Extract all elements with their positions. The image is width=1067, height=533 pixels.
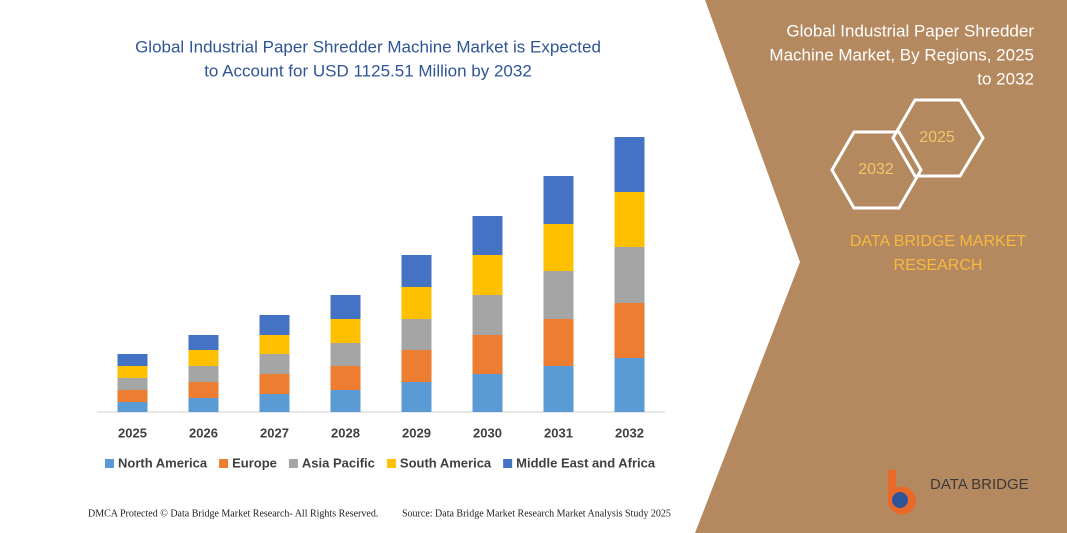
bar-segment	[614, 358, 645, 412]
side-title: Machine Market, By Regions, 2025	[769, 45, 1034, 64]
bar-segment	[259, 354, 290, 374]
bar-segment	[401, 255, 432, 287]
bar-segment	[117, 402, 148, 412]
bar-segment	[330, 319, 361, 343]
legend-swatch	[503, 459, 513, 468]
footer-right: Source: Data Bridge Market Research Mark…	[402, 508, 671, 519]
side-panel	[695, 0, 1067, 533]
legend-swatch	[105, 459, 114, 468]
chart-title: to Account for USD 1125.51 Million by 20…	[204, 61, 532, 80]
bar-segment	[259, 374, 290, 394]
bar-segment	[330, 366, 361, 390]
bar-segment	[188, 382, 219, 398]
bar-segment	[401, 350, 432, 382]
bar-segment	[117, 390, 148, 402]
x-tick-label: 2031	[544, 425, 573, 440]
bar-segment	[472, 335, 503, 374]
badge-label: 2025	[919, 129, 955, 146]
x-tick-label: 2028	[331, 425, 360, 440]
bar-segment	[117, 378, 148, 390]
legend-swatch	[219, 459, 229, 468]
x-tick-label: 2025	[118, 425, 147, 440]
x-tick-label: 2026	[189, 425, 218, 440]
chart-title: Global Industrial Paper Shredder Machine…	[135, 37, 601, 56]
bar-segment	[188, 350, 219, 366]
bar-segment	[472, 216, 503, 255]
bar-segment	[543, 319, 574, 366]
bar-segment	[188, 398, 219, 412]
bar-segment	[259, 335, 290, 354]
bar-segment	[543, 366, 574, 412]
legend-label: Europe	[232, 455, 277, 470]
bar-segment	[330, 390, 361, 412]
bar-segment	[543, 224, 574, 271]
legend-label: Asia Pacific	[302, 455, 375, 470]
bar-segment	[188, 366, 219, 382]
badges	[830, 98, 985, 210]
bar-segment	[472, 295, 503, 335]
logo-text: DATA BRIDGE	[930, 476, 1029, 493]
badge-label: 2032	[858, 161, 894, 178]
legend-label: South America	[400, 455, 492, 470]
x-tick-label: 2030	[473, 425, 502, 440]
bar-segment	[401, 287, 432, 319]
side-title: to 2032	[977, 69, 1034, 88]
bar-segment	[614, 192, 645, 247]
legend-swatch	[386, 459, 396, 468]
badge-hex	[891, 98, 985, 178]
side-title: Global Industrial Paper Shredder	[786, 21, 1034, 40]
bar-segment	[259, 315, 290, 335]
x-tick-label: 2029	[402, 425, 431, 440]
legend-swatch	[288, 459, 298, 468]
bar-segment	[117, 366, 148, 378]
bar-segment	[401, 382, 432, 412]
x-tick-label: 2032	[615, 425, 644, 440]
bar-segment	[472, 374, 503, 412]
bar-segment	[543, 271, 574, 319]
bar-segment	[401, 319, 432, 350]
footer-left: DMCA Protected © Data Bridge Market Rese…	[88, 508, 378, 519]
bar-segment	[188, 335, 219, 350]
x-tick-label: 2027	[260, 425, 289, 440]
bar-segment	[614, 247, 645, 303]
bar-segment	[259, 394, 290, 412]
badge-hex	[830, 130, 923, 210]
logo-icon	[887, 470, 916, 515]
bar-segment	[117, 354, 148, 366]
bar-segment	[472, 255, 503, 295]
brand-text: DATA BRIDGE MARKET	[850, 233, 1027, 250]
legend-label: North America	[118, 455, 208, 470]
bar-segment	[614, 137, 645, 192]
bar-segment	[614, 303, 645, 358]
bar-segment	[330, 343, 361, 366]
brand-text: RESEARCH	[894, 257, 983, 274]
bar-segment	[330, 295, 361, 319]
legend-label: Middle East and Africa	[516, 455, 656, 470]
bar-segment	[543, 176, 574, 224]
